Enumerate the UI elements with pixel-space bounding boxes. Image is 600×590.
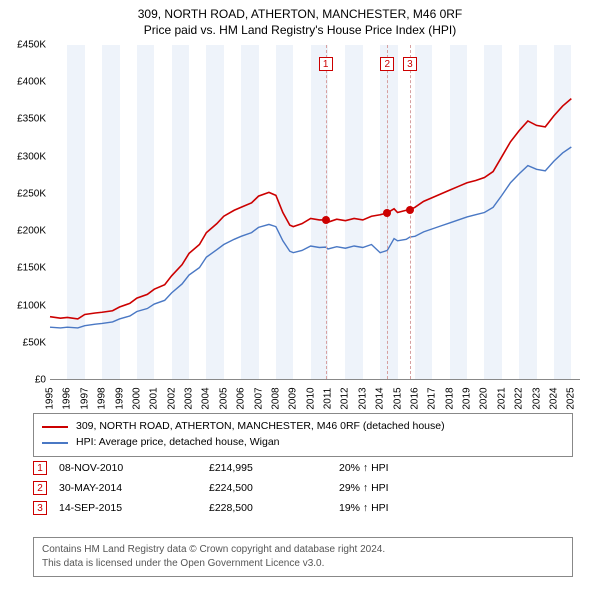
ytick-label: £0: [35, 375, 46, 386]
chart-title-line1: 309, NORTH ROAD, ATHERTON, MANCHESTER, M…: [0, 6, 600, 22]
xtick-label: 2011: [323, 388, 334, 410]
marker-callout: 1: [319, 57, 333, 71]
xtick-label: 1995: [45, 387, 56, 409]
marker-dot: [322, 216, 330, 224]
ytick-label: £150K: [17, 263, 46, 274]
xtick-label: 2002: [166, 387, 177, 409]
xtick-label: 2019: [462, 387, 473, 409]
chart-svg: [50, 45, 580, 380]
annotation-date: 30-MAY-2014: [59, 482, 209, 494]
xtick-label: 2012: [340, 387, 351, 409]
xtick-label: 2004: [201, 387, 212, 409]
chart-title-line2: Price paid vs. HM Land Registry's House …: [0, 22, 600, 38]
xtick-label: 2024: [548, 387, 559, 409]
annotation-date: 08-NOV-2010: [59, 462, 209, 474]
legend-swatch-hpi: [42, 442, 68, 444]
xtick-label: 2025: [566, 387, 577, 409]
annotation-id-box: 2: [33, 481, 47, 495]
xtick-label: 2021: [496, 387, 507, 409]
annotation-id-box: 3: [33, 501, 47, 515]
footer-box: Contains HM Land Registry data © Crown c…: [33, 537, 573, 577]
xtick-label: 2006: [236, 387, 247, 409]
annotation-price: £228,500: [209, 502, 339, 514]
xtick-label: 2008: [270, 387, 281, 409]
annotation-id-box: 1: [33, 461, 47, 475]
annotation-price: £214,995: [209, 462, 339, 474]
chart-plot-area: £0£50K£100K£150K£200K£250K£300K£350K£400…: [50, 45, 580, 380]
annotation-diff: 20% ↑ HPI: [339, 462, 469, 474]
xtick-label: 2014: [375, 387, 386, 409]
xtick-label: 2013: [357, 387, 368, 409]
ytick-label: £50K: [23, 337, 46, 348]
xtick-label: 1997: [79, 387, 90, 409]
xtick-label: 2009: [288, 387, 299, 409]
footer-line2: This data is licensed under the Open Gov…: [42, 557, 564, 571]
chart-title-block: 309, NORTH ROAD, ATHERTON, MANCHESTER, M…: [0, 0, 600, 38]
xtick-label: 2003: [184, 387, 195, 409]
xtick-label: 2000: [131, 387, 142, 409]
xtick-label: 2020: [479, 387, 490, 409]
xtick-label: 1996: [62, 387, 73, 409]
legend-label-hpi: HPI: Average price, detached house, Wiga…: [76, 435, 280, 451]
legend-swatch-property: [42, 426, 68, 428]
annotation-date: 14-SEP-2015: [59, 502, 209, 514]
ytick-label: £450K: [17, 40, 46, 51]
ytick-label: £250K: [17, 188, 46, 199]
marker-dot: [406, 206, 414, 214]
legend-box: 309, NORTH ROAD, ATHERTON, MANCHESTER, M…: [33, 413, 573, 457]
annotation-diff: 19% ↑ HPI: [339, 502, 469, 514]
annotation-price: £224,500: [209, 482, 339, 494]
ytick-label: £350K: [17, 114, 46, 125]
xtick-label: 2023: [531, 387, 542, 409]
xtick-label: 2018: [444, 387, 455, 409]
legend-row-property: 309, NORTH ROAD, ATHERTON, MANCHESTER, M…: [42, 419, 564, 435]
marker-callout: 2: [380, 57, 394, 71]
ytick-label: £100K: [17, 300, 46, 311]
xtick-label: 2007: [253, 387, 264, 409]
ytick-label: £200K: [17, 226, 46, 237]
annotation-row: 3 14-SEP-2015£228,50019% ↑ HPI: [33, 498, 573, 518]
annotation-diff: 29% ↑ HPI: [339, 482, 469, 494]
marker-guide: [326, 45, 327, 379]
footer-line1: Contains HM Land Registry data © Crown c…: [42, 543, 564, 557]
ytick-label: £400K: [17, 77, 46, 88]
marker-dot: [383, 209, 391, 217]
xtick-label: 2005: [218, 387, 229, 409]
xtick-label: 2022: [514, 387, 525, 409]
xtick-label: 2001: [149, 387, 160, 409]
figure-container: 309, NORTH ROAD, ATHERTON, MANCHESTER, M…: [0, 0, 600, 590]
annotation-row: 2 30-MAY-2014£224,50029% ↑ HPI: [33, 478, 573, 498]
annotation-row: 1 08-NOV-2010£214,99520% ↑ HPI: [33, 458, 573, 478]
xtick-label: 1999: [114, 387, 125, 409]
series-line-hpi: [50, 147, 571, 328]
legend-label-property: 309, NORTH ROAD, ATHERTON, MANCHESTER, M…: [76, 419, 445, 435]
annotation-table: 1 08-NOV-2010£214,99520% ↑ HPI 2 30-MAY-201…: [33, 458, 573, 518]
xtick-label: 2017: [427, 387, 438, 409]
series-line-property: [50, 99, 571, 319]
legend-row-hpi: HPI: Average price, detached house, Wiga…: [42, 435, 564, 451]
xtick-label: 1998: [97, 387, 108, 409]
marker-callout: 3: [403, 57, 417, 71]
xtick-label: 2010: [305, 387, 316, 409]
xtick-label: 2016: [409, 387, 420, 409]
ytick-label: £300K: [17, 151, 46, 162]
xtick-label: 2015: [392, 387, 403, 409]
